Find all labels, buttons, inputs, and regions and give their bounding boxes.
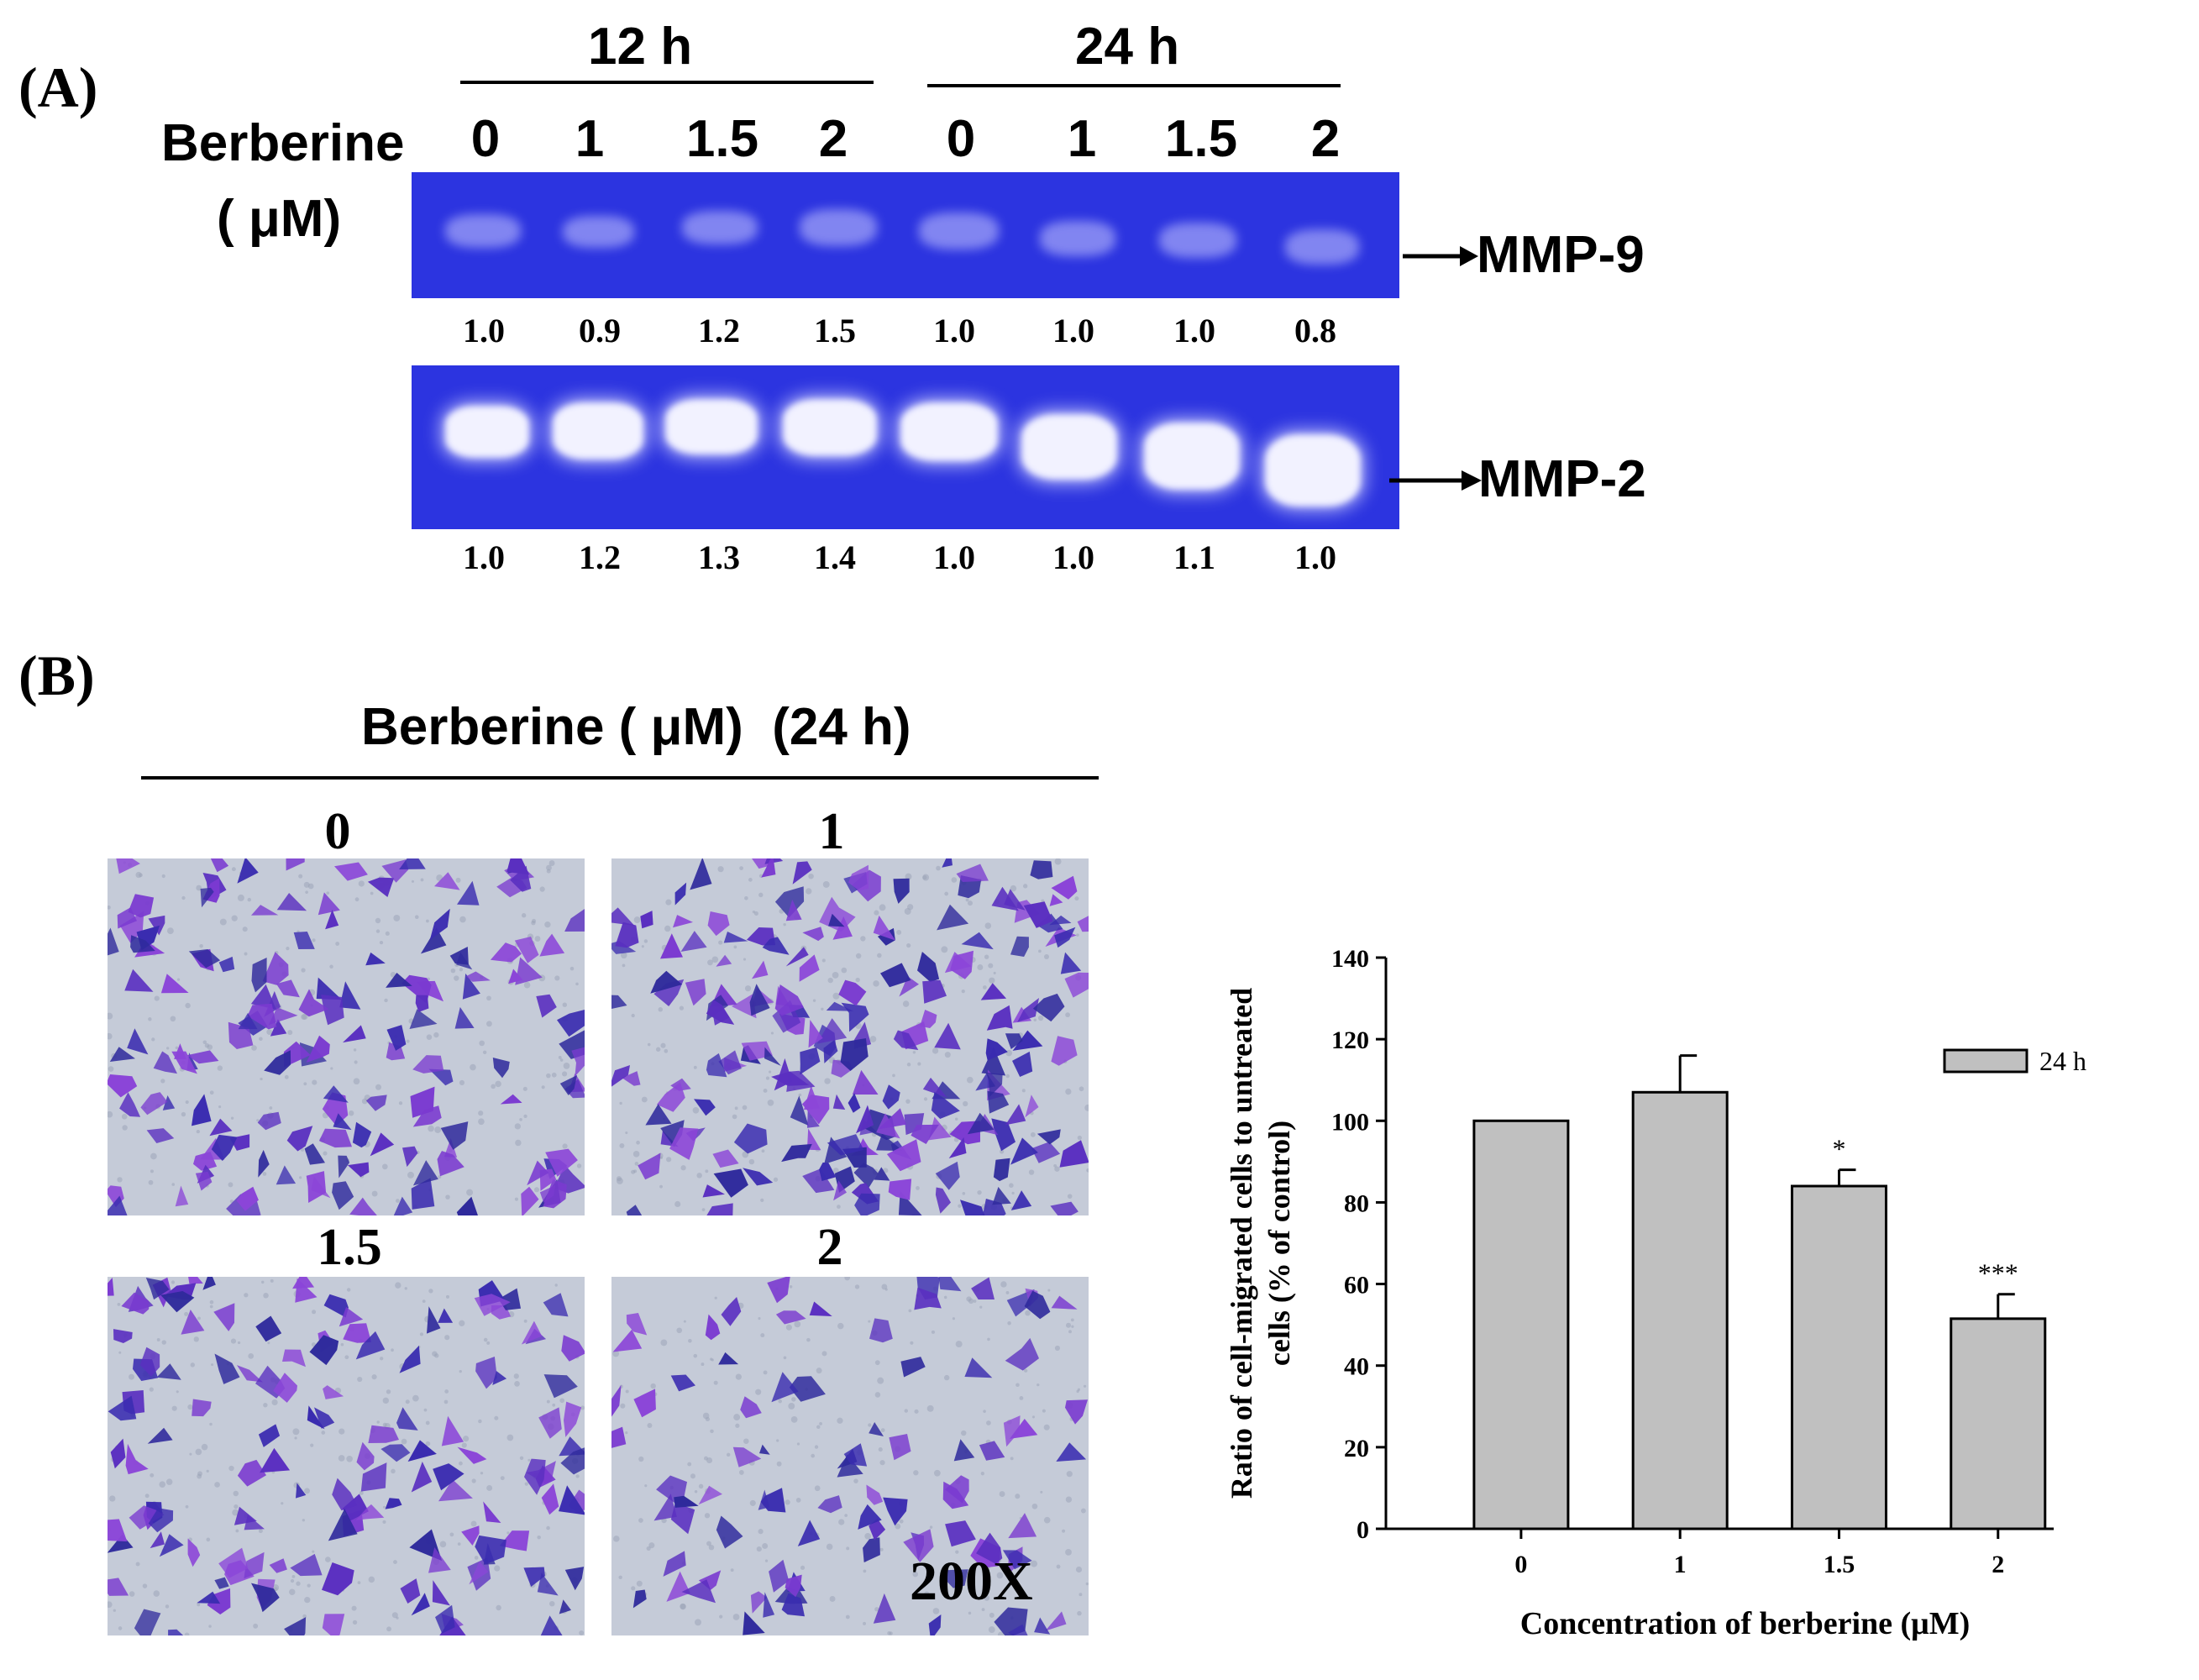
micrograph-0 [108, 858, 585, 1215]
lane-label-7: 1.5 [1164, 110, 1238, 168]
migration-bar-chart: 0 20 40 60 80 100 120 140 0 1 * 1.5 *** 2 Concentratio… [1225, 945, 2086, 1641]
time-group-24h: 24 h [1075, 18, 1180, 76]
lane-label-2: 1 [575, 110, 605, 168]
micrograph-label-0: 0 [324, 803, 351, 860]
legend-label: 24 h [2039, 1046, 2086, 1076]
lane-label-3: 1.5 [685, 110, 759, 168]
time-group-12h-line [460, 81, 874, 84]
micrograph-label-1-5: 1.5 [317, 1219, 382, 1276]
x-tick-label-1.5: 1.5 [1824, 1551, 1855, 1578]
mmp9-band [919, 213, 999, 249]
treatment-label: Berberine [161, 114, 405, 172]
mmp2-ratio-7: 1.1 [1173, 538, 1215, 576]
y-tick-label-140: 140 [1331, 945, 1369, 973]
mmp9-arrow [1403, 246, 1478, 266]
mmp2-ratio-5: 1.0 [933, 538, 975, 576]
mmp9-band [563, 216, 634, 248]
lane-label-8: 2 [1310, 110, 1341, 168]
mmp2-ratio-6: 1.0 [1052, 538, 1094, 576]
panel-a-label: (A) [18, 55, 98, 119]
panel-b-label: (B) [18, 643, 95, 707]
mmp9-ratio-6: 1.0 [1052, 312, 1094, 349]
lane-label-1: 0 [470, 110, 501, 168]
bar-1.5 [1790, 1184, 1887, 1530]
mmp9-band [1040, 221, 1115, 256]
micrograph-label-2: 2 [816, 1219, 843, 1276]
micrograph-1 [611, 858, 1089, 1215]
legend-swatch [1943, 1048, 2028, 1074]
x-axis-label: Concentration of berberine (μM) [1520, 1606, 1970, 1641]
mmp9-ratio-1: 1.0 [463, 312, 505, 349]
mmp9-ratio-4: 1.5 [814, 312, 856, 349]
mmp2-band [783, 399, 877, 456]
mmp9-label: MMP-9 [1477, 226, 1645, 284]
significance-2: *** [1978, 1258, 2018, 1289]
treatment-unit: ( μM) [217, 190, 342, 248]
mmp9-band [800, 209, 877, 246]
y-tick-label-20: 20 [1344, 1435, 1369, 1462]
lane-label-6: 1 [1067, 110, 1097, 168]
x-tick-label-1: 1 [1674, 1551, 1687, 1578]
mmp9-gel [412, 172, 1399, 298]
time-group-24h-line [927, 84, 1341, 87]
mmp9-band [1159, 223, 1236, 258]
mmp2-ratio-3: 1.3 [698, 538, 740, 576]
panel-b-header: Berberine ( μM) (24 h) [361, 698, 911, 756]
bar-0 [1472, 1119, 1570, 1530]
bar-1 [1631, 1090, 1729, 1530]
y-tick-label-100: 100 [1331, 1108, 1369, 1136]
significance-1.5: * [1832, 1134, 1845, 1164]
y-tick-label-60: 60 [1344, 1272, 1369, 1299]
mmp9-band [682, 211, 758, 244]
y-axis-label-line2: cells (% of control) [1262, 1121, 1296, 1366]
bar-2 [1950, 1317, 2047, 1530]
mmp2-ratio-1: 1.0 [463, 538, 505, 576]
y-tick-label-120: 120 [1331, 1026, 1369, 1054]
lane-label-4: 2 [818, 110, 848, 168]
lane-label-5: 0 [946, 110, 976, 168]
mmp2-band [1265, 434, 1361, 507]
mmp2-ratio-8: 1.0 [1294, 538, 1336, 576]
mmp2-band [1144, 423, 1240, 490]
micrograph-2: 200X [611, 1277, 1089, 1635]
mmp9-ratio-8: 0.8 [1294, 312, 1336, 349]
micrograph-1-5 [108, 1277, 585, 1635]
y-tick-label-40: 40 [1344, 1353, 1369, 1381]
x-tick-label-2: 2 [1992, 1551, 2004, 1578]
mmp9-ratio-5: 1.0 [933, 312, 975, 349]
magnification-label: 200X [910, 1551, 1033, 1612]
y-axis-label-line1: Ratio of cell-migrated cells to untreate… [1225, 988, 1258, 1499]
x-tick-label-0: 0 [1514, 1551, 1527, 1578]
mmp2-label: MMP-2 [1478, 450, 1646, 508]
mmp2-ratio-4: 1.4 [814, 538, 856, 576]
time-group-12h: 12 h [588, 18, 693, 76]
mmp2-band [665, 399, 758, 454]
y-tick-label-80: 80 [1344, 1189, 1369, 1217]
mmp2-arrow [1389, 470, 1482, 491]
mmp2-band [1021, 414, 1117, 480]
mmp9-band [445, 214, 521, 248]
mmp2-band [445, 406, 529, 458]
mmp2-gel [412, 365, 1399, 529]
mmp2-band [900, 402, 998, 461]
mmp9-ratio-3: 1.2 [698, 312, 740, 349]
mmp9-ratio-7: 1.0 [1173, 312, 1215, 349]
panel-b-header-line [141, 776, 1099, 780]
mmp2-band [553, 402, 643, 459]
micrograph-label-1: 1 [818, 803, 845, 860]
mmp9-band [1285, 229, 1359, 265]
y-tick-label-0: 0 [1357, 1516, 1369, 1544]
mmp2-ratio-2: 1.2 [579, 538, 621, 576]
mmp9-ratio-2: 0.9 [579, 312, 621, 349]
